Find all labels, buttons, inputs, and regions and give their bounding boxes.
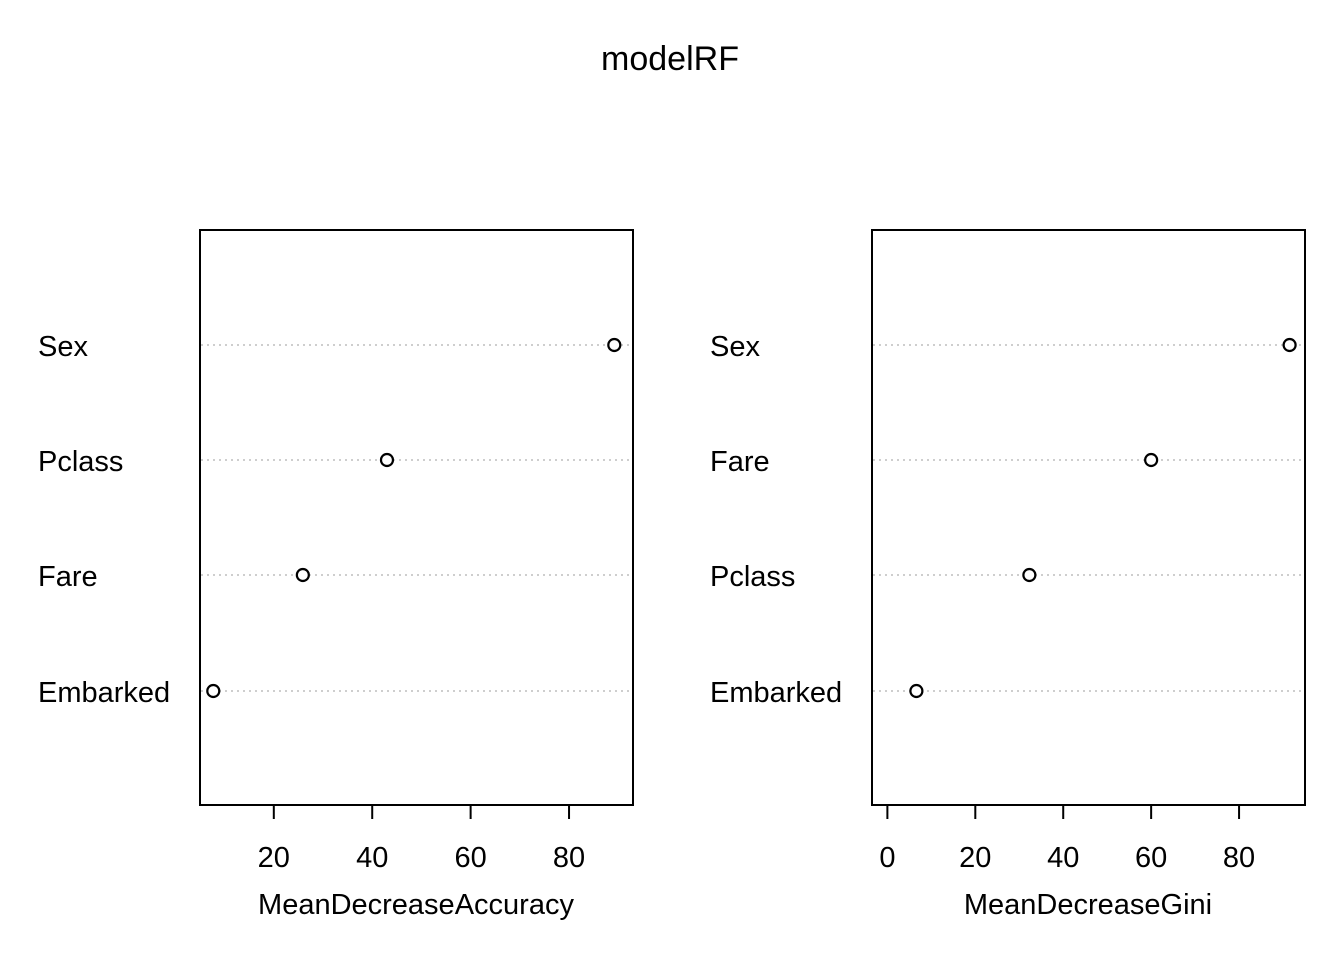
category-label-fare-0: Fare [38, 561, 98, 593]
category-label-sex-0: Sex [38, 331, 88, 363]
x-ticks-accuracy: 20 40 60 80 [258, 805, 585, 874]
x-tick-label-80-0: 80 [553, 842, 585, 874]
x-axis-label-accuracy: MeanDecreaseAccuracy [258, 889, 574, 921]
point-pclass-1 [1022, 567, 1037, 583]
x-tick-label-20-0: 20 [258, 842, 290, 874]
point-sex-1 [1282, 337, 1297, 353]
point-fare-0 [295, 567, 310, 583]
point-pclass-0 [379, 452, 395, 468]
category-label-embarked-0: Embarked [38, 677, 170, 709]
point-fare-1 [1144, 452, 1159, 468]
category-label-pclass-1: Pclass [710, 561, 795, 593]
chart-title: modelRF [601, 40, 739, 78]
x-tick-label-40-1: 40 [1047, 842, 1079, 874]
panel-accuracy: Sex Pclass Fare Embarked 20 40 60 80 MeanDecre… [38, 229, 634, 921]
category-label-sex-1: Sex [710, 331, 760, 363]
x-tick-label-20-1: 20 [959, 842, 991, 874]
category-label-embarked-1: Embarked [710, 677, 842, 709]
panel-gini: Sex Fare Pclass Embarked 0 20 40 60 80 MeanDecr… [710, 229, 1306, 921]
x-tick-label-80-1: 80 [1223, 842, 1255, 874]
points-accuracy [206, 337, 622, 699]
x-tick-label-0-1: 0 [879, 842, 895, 874]
category-label-fare-1: Fare [710, 446, 770, 478]
category-label-pclass-0: Pclass [38, 446, 123, 478]
x-tick-label-60-0: 60 [454, 842, 486, 874]
x-axis-label-gini: MeanDecreaseGini [964, 889, 1212, 921]
plot-frame-gini [871, 229, 1306, 806]
plot-frame-accuracy [199, 229, 634, 806]
x-tick-label-40-0: 40 [356, 842, 388, 874]
point-embarked-0 [206, 683, 221, 699]
point-embarked-1 [909, 683, 924, 699]
category-labels-gini: Sex Fare Pclass Embarked [710, 331, 842, 709]
guide-lines-gini [873, 344, 1304, 692]
point-sex-0 [607, 337, 622, 353]
guide-lines-accuracy [201, 344, 632, 692]
x-ticks-gini: 0 20 40 60 80 [879, 805, 1255, 874]
category-labels-accuracy: Sex Pclass Fare Embarked [38, 331, 170, 709]
x-tick-label-60-1: 60 [1135, 842, 1167, 874]
points-gini [909, 337, 1297, 699]
